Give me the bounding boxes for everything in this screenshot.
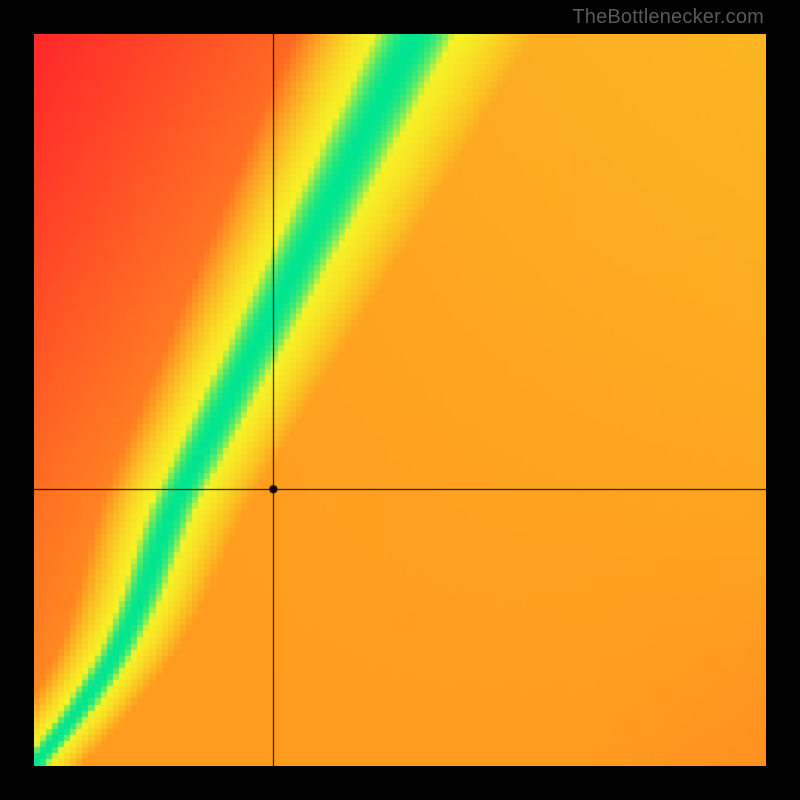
watermark-text: TheBottlenecker.com	[572, 6, 764, 29]
heatmap-canvas	[34, 34, 766, 766]
chart-frame: TheBottlenecker.com	[0, 0, 800, 800]
heatmap-plot	[34, 34, 766, 766]
